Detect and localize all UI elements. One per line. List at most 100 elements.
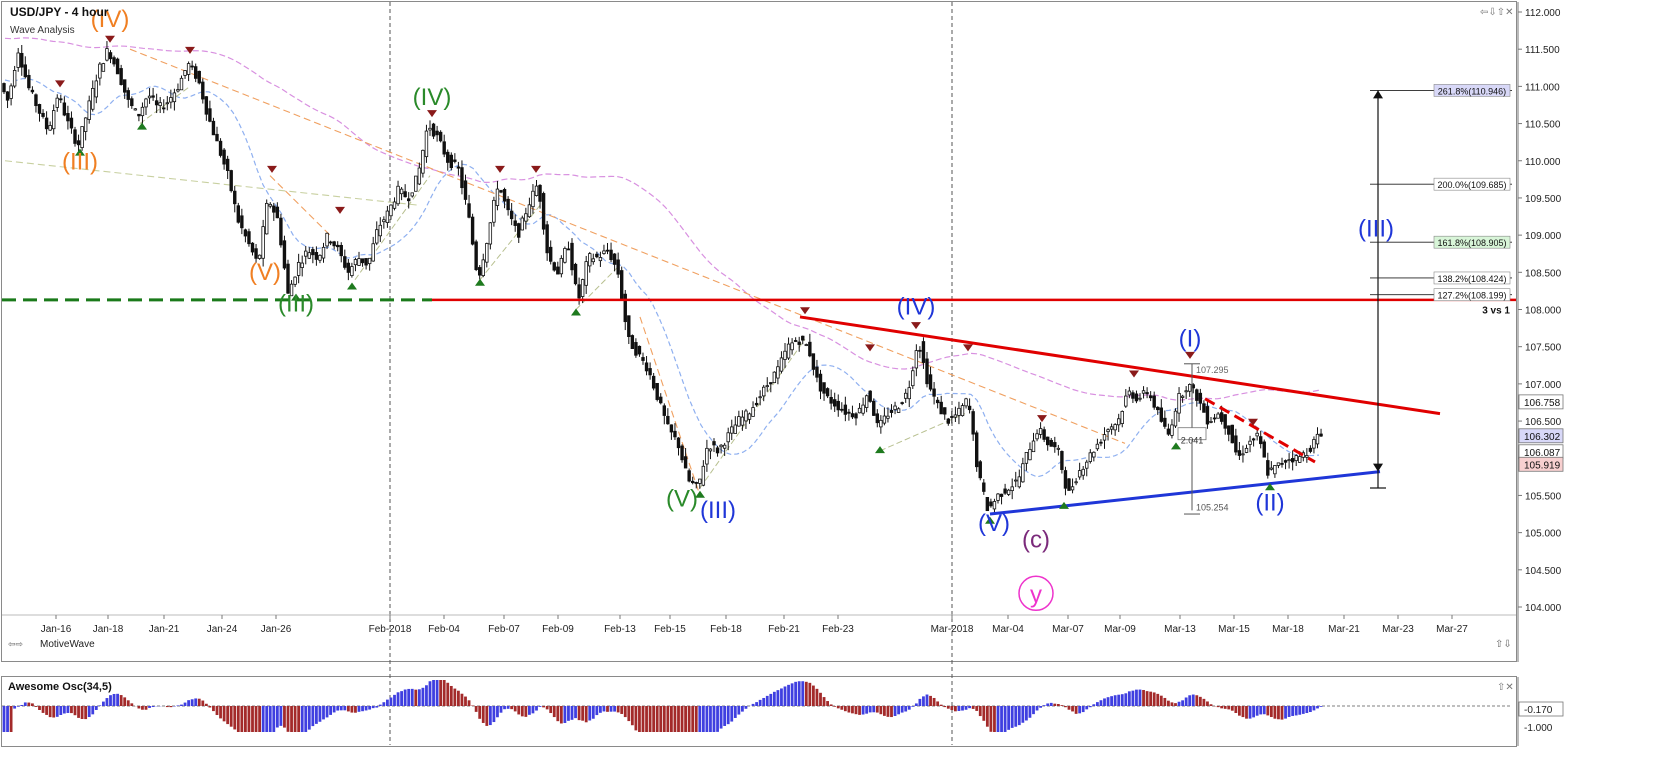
candle-body bbox=[1068, 479, 1071, 491]
candle-body bbox=[798, 342, 801, 344]
candle-body bbox=[1075, 482, 1078, 483]
candle bbox=[471, 214, 474, 246]
oscillator-bar bbox=[482, 706, 485, 723]
candle-body bbox=[283, 241, 286, 268]
oscillator-bar bbox=[716, 706, 719, 732]
candle-body bbox=[613, 254, 616, 264]
price-tick-label: 111.000 bbox=[1525, 82, 1560, 93]
oscillator-bar bbox=[1089, 706, 1092, 707]
price-tick-label: 110.500 bbox=[1525, 120, 1561, 131]
oscillator-bar bbox=[617, 706, 620, 712]
time-tick-label: Jan-18 bbox=[93, 624, 124, 635]
candle-body bbox=[1050, 440, 1053, 446]
candle-body bbox=[166, 103, 169, 104]
candle-body bbox=[858, 408, 861, 412]
candle-body bbox=[265, 203, 268, 233]
candle-body bbox=[386, 211, 389, 223]
oscillator-bar bbox=[1057, 704, 1060, 706]
oscillator-bar bbox=[102, 702, 105, 706]
pane-controls-icon[interactable]: ⇦⇩⇧✕ bbox=[1480, 7, 1514, 18]
candle-body bbox=[727, 433, 730, 442]
time-tick-label: Feb-18 bbox=[710, 624, 742, 635]
oscillator-bar bbox=[1274, 706, 1277, 719]
candle-body bbox=[741, 417, 744, 425]
oscillator-bar bbox=[123, 697, 126, 706]
oscillator-bar bbox=[1302, 706, 1305, 714]
oscillator-bar bbox=[830, 704, 833, 706]
candle-body bbox=[358, 259, 361, 266]
oscillator-bar bbox=[805, 682, 808, 706]
candle-body bbox=[159, 103, 162, 106]
wave-label: (V) bbox=[249, 259, 281, 286]
oscillator-bar bbox=[553, 706, 556, 717]
candle-body bbox=[226, 159, 229, 170]
candle-body bbox=[482, 260, 485, 276]
oscillator-bar bbox=[723, 706, 726, 726]
oscillator-bar bbox=[1075, 706, 1078, 714]
oscillator-bar bbox=[464, 697, 467, 706]
candle-body bbox=[365, 258, 368, 265]
candle-body bbox=[1128, 391, 1131, 395]
oscillator-bar bbox=[1153, 692, 1156, 706]
oscillator-bar bbox=[407, 689, 410, 706]
wave-label: (V) bbox=[666, 486, 698, 513]
candle-body bbox=[1078, 471, 1081, 477]
candle bbox=[1231, 425, 1234, 444]
oscillator-bar bbox=[706, 706, 709, 732]
candle-body bbox=[10, 86, 13, 99]
candle bbox=[560, 255, 563, 277]
oscillator-bar bbox=[315, 706, 318, 724]
candle bbox=[574, 263, 577, 286]
candle-body bbox=[496, 189, 499, 205]
oscillator-bar bbox=[897, 706, 900, 714]
oscillator-bar bbox=[351, 706, 354, 713]
oscillator-bar bbox=[848, 706, 851, 713]
oscillator-bar bbox=[297, 706, 300, 732]
candle-body bbox=[1085, 462, 1088, 468]
candle-body bbox=[1309, 448, 1312, 451]
oscillator-bar bbox=[326, 706, 329, 717]
oscillator-bar bbox=[379, 705, 382, 706]
oscillator-bar bbox=[1046, 703, 1049, 706]
price-tick-label: 106.500 bbox=[1525, 417, 1562, 428]
candle-body bbox=[113, 58, 116, 64]
candle bbox=[869, 390, 872, 403]
candle-body bbox=[1110, 427, 1113, 429]
candle-body bbox=[596, 254, 599, 257]
candle-body bbox=[748, 414, 751, 419]
oscillator-bar bbox=[283, 706, 286, 728]
scroll-arrows-icon[interactable]: ⇦⇨ bbox=[8, 639, 24, 649]
candle-body bbox=[965, 399, 968, 406]
pane-resize-icon[interactable]: ⇧⇩ bbox=[1495, 639, 1512, 650]
candle-body bbox=[326, 233, 329, 246]
candle-body bbox=[578, 285, 581, 298]
oscillator-bar bbox=[393, 695, 396, 706]
candle-body bbox=[390, 205, 393, 216]
oscillator-bar bbox=[1185, 697, 1188, 706]
oscillator-bar bbox=[336, 706, 339, 711]
oscillator-bar bbox=[695, 706, 698, 732]
oscillator-bar bbox=[1231, 706, 1234, 711]
oscillator-bar bbox=[1039, 706, 1042, 708]
oscillator-bar bbox=[1238, 706, 1241, 716]
candle-body bbox=[269, 204, 272, 206]
candle bbox=[450, 152, 453, 170]
candle-body bbox=[532, 191, 535, 206]
candle-body bbox=[91, 88, 94, 109]
oscillator-bar bbox=[1029, 706, 1032, 718]
oscillator-bar bbox=[230, 706, 233, 727]
candle-body bbox=[35, 95, 38, 106]
candle-body bbox=[514, 221, 517, 226]
oscillator-bar bbox=[13, 706, 16, 709]
candle-body bbox=[851, 414, 854, 417]
candle-body bbox=[1100, 442, 1103, 443]
candle-body bbox=[1093, 452, 1096, 457]
oscillator-bar bbox=[436, 680, 439, 706]
candle bbox=[219, 138, 222, 157]
oscillator-bar bbox=[191, 699, 194, 706]
oscillator-bar bbox=[457, 691, 460, 706]
oscillator-bar bbox=[865, 706, 868, 714]
oscillator-controls-icon[interactable]: ⇧✕ bbox=[1497, 682, 1514, 693]
candle-body bbox=[308, 253, 311, 259]
